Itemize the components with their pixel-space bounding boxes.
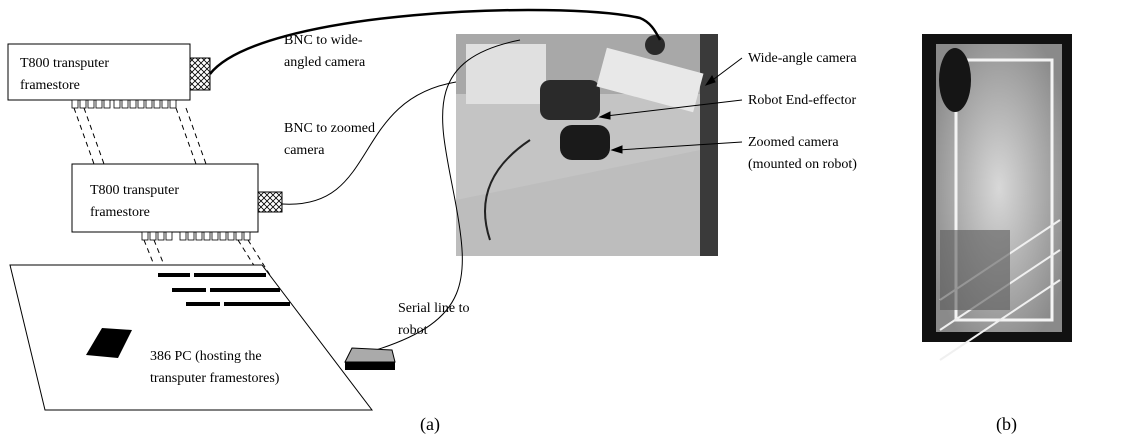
pin — [158, 232, 164, 240]
pin — [220, 232, 226, 240]
pc-label: 386 PC (hosting the — [150, 349, 262, 364]
box-label: framestore — [90, 205, 150, 220]
pin — [104, 100, 110, 108]
pin — [166, 232, 172, 240]
pin — [130, 100, 136, 108]
photo-label: Zoomed camera — [748, 135, 839, 150]
pin — [122, 100, 128, 108]
connector — [258, 192, 282, 212]
pc-board — [10, 265, 372, 410]
pin — [146, 100, 152, 108]
box-label: T800 transputer — [20, 56, 109, 71]
pin — [228, 232, 234, 240]
photo-a — [456, 34, 718, 256]
pin — [154, 100, 160, 108]
pin — [188, 232, 194, 240]
box-label: T800 transputer — [90, 183, 179, 198]
pins — [142, 232, 250, 240]
pin — [196, 232, 202, 240]
pin — [244, 232, 250, 240]
serial-port — [345, 362, 395, 370]
cable-label: Serial line to — [398, 301, 470, 316]
pin — [138, 100, 144, 108]
pin — [72, 100, 78, 108]
pin — [170, 100, 176, 108]
photo-label: Wide-angle camera — [748, 51, 857, 66]
cable-label: BNC to wide- — [284, 33, 363, 48]
photo-b — [922, 34, 1072, 360]
caption: (b) — [996, 414, 1017, 435]
photo-label: (mounted on robot) — [748, 157, 857, 172]
figure: T800 transputer framestore T800 transputer… — [0, 0, 1128, 440]
pin — [162, 100, 168, 108]
cable-label: camera — [284, 143, 325, 158]
pin — [236, 232, 242, 240]
pin — [142, 232, 148, 240]
pin — [204, 232, 210, 240]
pin — [80, 100, 86, 108]
cable-label: angled camera — [284, 55, 366, 70]
serial-port — [345, 348, 395, 362]
cable-label: robot — [398, 323, 428, 338]
caption: (a) — [420, 414, 440, 435]
pc-label: transputer framestores) — [150, 371, 280, 386]
cable-label: BNC to zoomed — [284, 121, 375, 136]
pins — [72, 100, 176, 108]
photo-label: Robot End-effector — [748, 93, 857, 108]
framestore-box — [72, 164, 258, 232]
pin — [150, 232, 156, 240]
connector — [190, 58, 210, 90]
pin — [96, 100, 102, 108]
pin — [180, 232, 186, 240]
box-label: framestore — [20, 78, 80, 93]
pin — [88, 100, 94, 108]
pin — [212, 232, 218, 240]
pin — [114, 100, 120, 108]
